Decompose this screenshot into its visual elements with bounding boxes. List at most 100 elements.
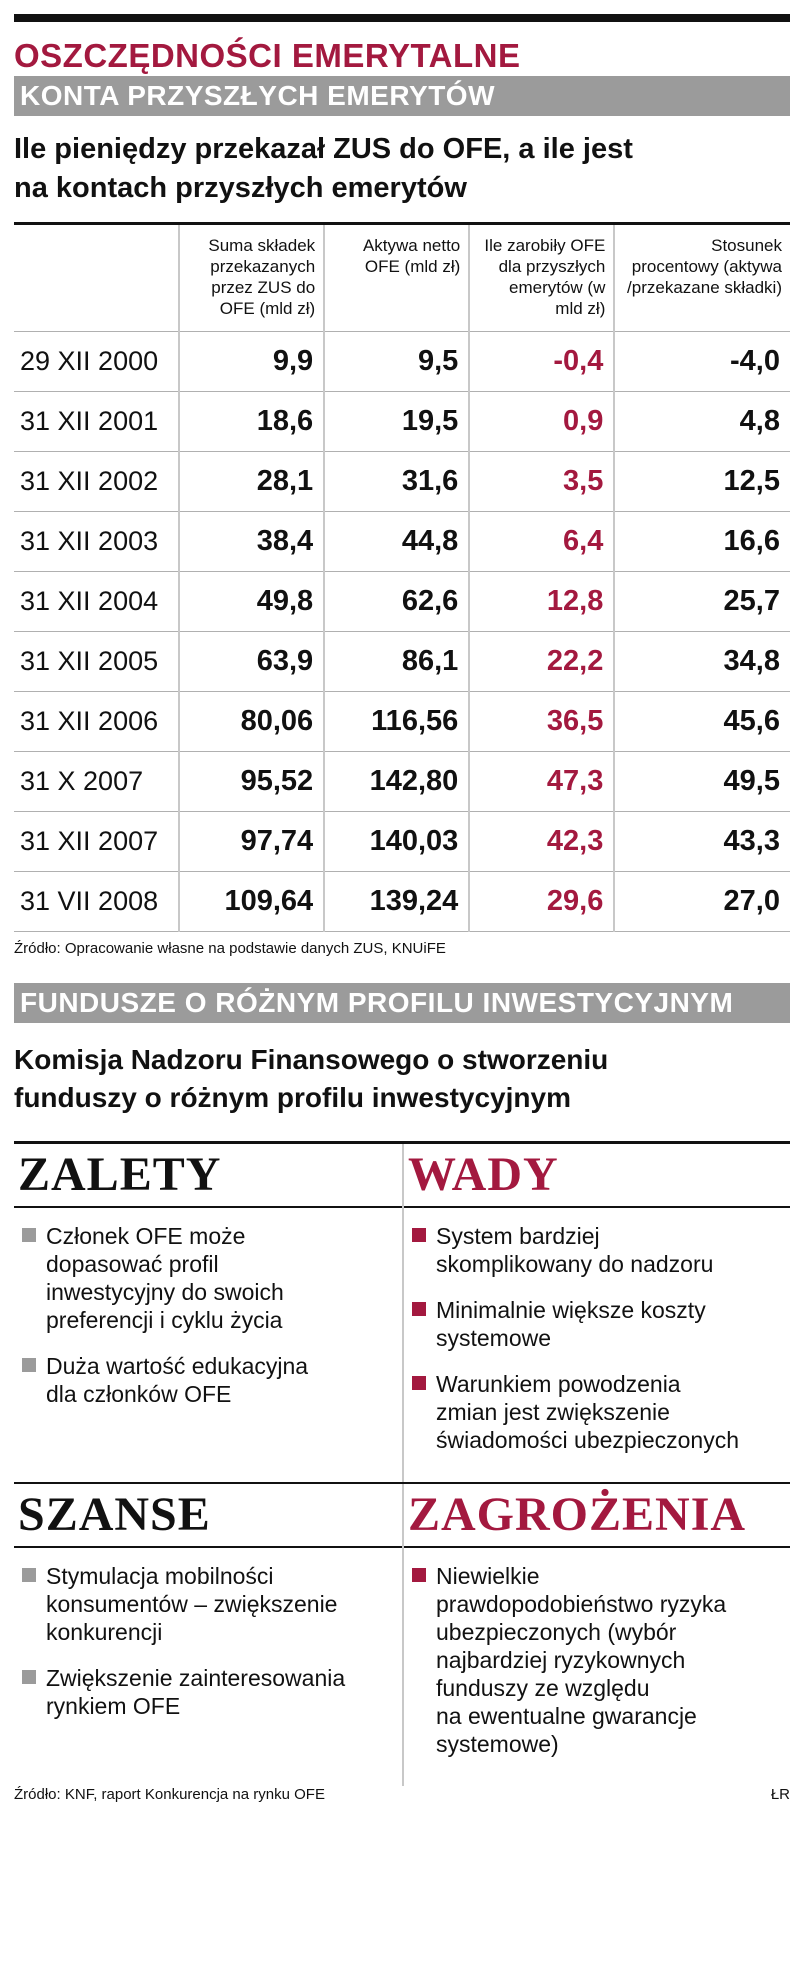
cell-zarobek: 0,9 — [468, 391, 615, 452]
zagrozenia-box: ZAGROŻENIA Niewielkie prawdopodobieństwo … — [402, 1484, 790, 1786]
ofe-table: Suma składek przekazanych przez ZUS do O… — [14, 222, 790, 932]
cell-stosunek: 43,3 — [613, 811, 790, 872]
table-subtitle: Ile pieniędzy przekazał ZUS do OFE, a il… — [14, 130, 790, 208]
section-bar-accounts: KONTA PRZYSZŁYCH EMERYTÓW — [14, 76, 790, 116]
cell-stosunek: 45,6 — [613, 691, 790, 752]
cell-zarobek: 6,4 — [468, 511, 615, 572]
list-item: Warunkiem powodzenia zmian jest zwiększen… — [412, 1370, 782, 1454]
table-subtitle-line2: na kontach przyszłych emerytów — [14, 172, 467, 204]
swot-grid: ZALETY Członek OFE może dopasować profil i… — [14, 1141, 790, 1786]
cell-suma: 9,9 — [178, 331, 325, 392]
list-item: Zwiększenie zainteresowania rynkiem OFE — [22, 1664, 394, 1720]
cell-aktywa: 19,5 — [323, 391, 470, 452]
cell-aktywa: 86,1 — [323, 631, 470, 692]
cell-date: 31 XII 2004 — [14, 571, 180, 632]
square-bullet-icon — [412, 1568, 426, 1582]
szanse-list: Stymulacja mobilności konsumentów – zwięk… — [14, 1548, 402, 1748]
list-item-text: System bardziej skomplikowany do nadzoru — [436, 1222, 713, 1278]
wady-box: WADY System bardziej skomplikowany do nad… — [402, 1144, 790, 1482]
cell-aktywa: 116,56 — [323, 691, 470, 752]
list-item-line: zmian jest zwiększenie — [436, 1399, 670, 1425]
list-item: Stymulacja mobilności konsumentów – zwięk… — [22, 1562, 394, 1646]
list-item-line: Członek OFE może — [46, 1223, 246, 1249]
main-title: OSZCZĘDNOŚCI EMERYTALNE — [14, 37, 521, 74]
cell-stosunek: 4,8 — [613, 391, 790, 452]
cell-stosunek: 27,0 — [613, 871, 790, 932]
list-item-text: Członek OFE może dopasować profil inwestyc… — [46, 1222, 284, 1334]
list-item-line: System bardziej — [436, 1223, 600, 1249]
list-item-text: Zwiększenie zainteresowania rynkiem OFE — [46, 1664, 345, 1720]
zagrozenia-list: Niewielkie prawdopodobieństwo ryzyka ubezp… — [404, 1548, 790, 1786]
cell-date: 31 VII 2008 — [14, 871, 180, 932]
zalety-box: ZALETY Członek OFE może dopasować profil i… — [14, 1144, 402, 1482]
cell-stosunek: 34,8 — [613, 631, 790, 692]
list-item-line: na ewentualne gwarancje — [436, 1703, 697, 1729]
table-row: 31 XII 2006 80,06 116,56 36,5 45,6 — [14, 691, 790, 752]
list-item-line: konkurencji — [46, 1619, 163, 1645]
cell-stosunek: 16,6 — [613, 511, 790, 572]
cell-suma: 28,1 — [178, 451, 325, 512]
swot-row-top: ZALETY Członek OFE może dopasować profil i… — [14, 1144, 790, 1482]
cell-date: 31 XII 2007 — [14, 811, 180, 872]
square-bullet-icon — [22, 1568, 36, 1582]
list-item-line: ubezpieczonych (wybór — [436, 1619, 677, 1645]
square-bullet-icon — [412, 1376, 426, 1390]
list-item-line: dla członków OFE — [46, 1381, 232, 1407]
square-bullet-icon — [412, 1228, 426, 1242]
knf-subtitle-line1: Komisja Nadzoru Finansowego o stworzeniu — [14, 1044, 609, 1075]
header-zarobek: Ile zarobiły OFE dla przyszłych emerytów… — [468, 222, 615, 332]
cell-date: 31 XII 2006 — [14, 691, 180, 752]
table-row: 31 XII 2003 38,4 44,8 6,4 16,6 — [14, 511, 790, 572]
list-item-line: Minimalnie większe koszty — [436, 1297, 706, 1323]
table-row: 31 XII 2007 97,74 140,03 42,3 43,3 — [14, 811, 790, 872]
wady-list: System bardziej skomplikowany do nadzoru M… — [404, 1208, 790, 1482]
header-stosunek: Stosunek procentowy (aktywa /przekazane … — [613, 222, 790, 332]
cell-suma: 63,9 — [178, 631, 325, 692]
cell-suma: 80,06 — [178, 691, 325, 752]
cell-stosunek: 25,7 — [613, 571, 790, 632]
list-item-line: preferencji i cyklu życia — [46, 1307, 283, 1333]
list-item: Minimalnie większe koszty systemowe — [412, 1296, 782, 1352]
infographic: OSZCZĘDNOŚCI EMERYTALNE KONTA PRZYSZŁYCH… — [14, 0, 790, 1803]
list-item-line: funduszy ze względu — [436, 1675, 650, 1701]
header-suma: Suma składek przekazanych przez ZUS do O… — [178, 222, 325, 332]
list-item-line: Warunkiem powodzenia — [436, 1371, 681, 1397]
list-item: Członek OFE może dopasować profil inwestyc… — [22, 1222, 394, 1334]
wady-title: WADY — [404, 1144, 790, 1208]
list-item-line: najbardziej ryzykownych — [436, 1647, 686, 1673]
cell-stosunek: -4,0 — [613, 331, 790, 392]
table-row: 31 XII 2005 63,9 86,1 22,2 34,8 — [14, 631, 790, 692]
szanse-box: SZANSE Stymulacja mobilności konsumentów … — [14, 1484, 402, 1786]
cell-aktywa: 31,6 — [323, 451, 470, 512]
cell-aktywa: 62,6 — [323, 571, 470, 632]
cell-stosunek: 12,5 — [613, 451, 790, 512]
list-item-text: Stymulacja mobilności konsumentów – zwięk… — [46, 1562, 337, 1646]
top-rule — [14, 14, 790, 22]
table-source: Źródło: Opracowanie własne na podstawie … — [14, 940, 446, 957]
knf-subtitle: Komisja Nadzoru Finansowego o stworzeniu… — [14, 1041, 790, 1117]
section-bar-funds: FUNDUSZE O RÓŻNYM PROFILU INWESTYCYJNYM — [14, 983, 790, 1023]
list-item-line: inwestycyjny do swoich — [46, 1279, 284, 1305]
table-row: 29 XII 2000 9,9 9,5 -0,4 -4,0 — [14, 331, 790, 392]
footer: Źródło: KNF, raport Konkurencja na rynku… — [14, 1786, 790, 1803]
cell-date: 31 XII 2003 — [14, 511, 180, 572]
cell-stosunek: 49,5 — [613, 751, 790, 812]
cell-date: 31 XII 2002 — [14, 451, 180, 512]
cell-zarobek: 29,6 — [468, 871, 615, 932]
cell-suma: 97,74 — [178, 811, 325, 872]
list-item-line: rynkiem OFE — [46, 1693, 181, 1719]
list-item: System bardziej skomplikowany do nadzoru — [412, 1222, 782, 1278]
cell-zarobek: 47,3 — [468, 751, 615, 812]
list-item-line: prawdopodobieństwo ryzyka — [436, 1591, 727, 1617]
list-item-text: Niewielkie prawdopodobieństwo ryzyka ubezp… — [436, 1562, 726, 1758]
swot-row-bottom: SZANSE Stymulacja mobilności konsumentów … — [14, 1482, 790, 1786]
header-aktywa: Aktywa netto OFE (mld zł) — [323, 222, 470, 332]
cell-aktywa: 44,8 — [323, 511, 470, 572]
list-item-line: Stymulacja mobilności — [46, 1563, 274, 1589]
cell-zarobek: 22,2 — [468, 631, 615, 692]
list-item-line: świadomości ubezpieczonych — [436, 1427, 739, 1453]
knf-subtitle-line2: funduszy o różnym profilu inwestycyjnym — [14, 1082, 571, 1113]
list-item: Duża wartość edukacyjna dla członków OFE — [22, 1352, 394, 1408]
list-item-text: Duża wartość edukacyjna dla członków OFE — [46, 1352, 308, 1408]
cell-zarobek: 3,5 — [468, 451, 615, 512]
